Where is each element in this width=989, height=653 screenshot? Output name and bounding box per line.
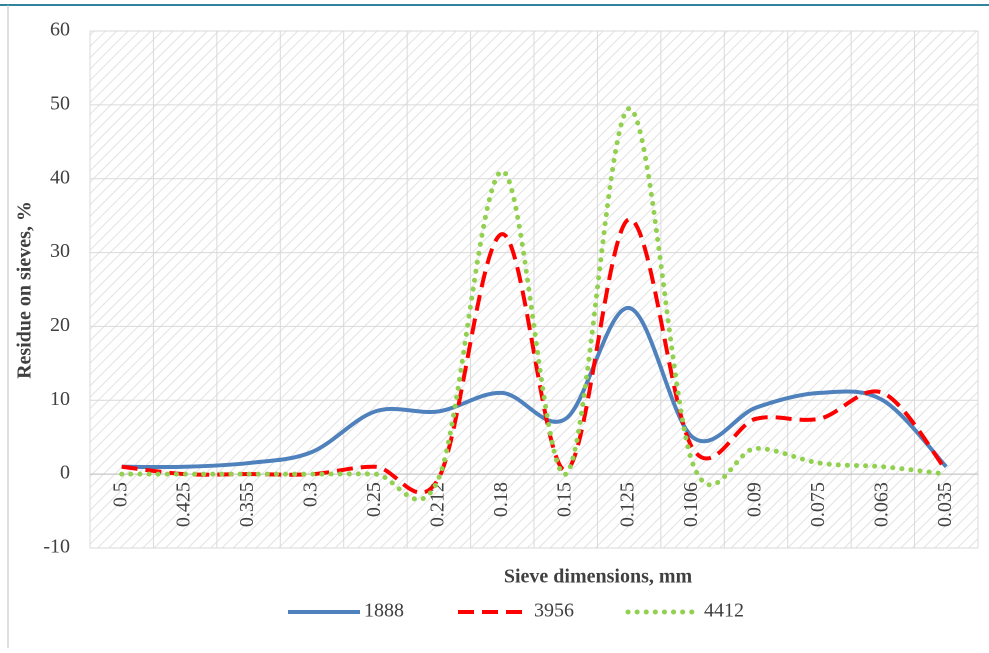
x-tick-label: 0.09 [744, 482, 766, 517]
x-tick-label: 0.063 [870, 482, 892, 527]
x-tick-label: 0.25 [363, 482, 385, 517]
y-tick-label: 20 [50, 314, 70, 336]
series-line [121, 305, 948, 470]
x-tick-label: 0.15 [553, 482, 575, 517]
x-tick-label: 0.18 [490, 482, 512, 517]
y-tick-label: 10 [50, 388, 70, 410]
x-tick-label: 0.355 [236, 482, 258, 527]
x-tick-label: 0.425 [173, 482, 195, 527]
x-tick-label: 0.5 [109, 482, 131, 507]
y-tick-label: -10 [43, 536, 70, 558]
x-tick-label: 0.3 [300, 482, 322, 507]
x-tick-label: 0.106 [680, 482, 702, 527]
legend-label: 1888 [364, 600, 404, 622]
y-tick-label: 50 [50, 92, 70, 114]
x-tick-label: 0.075 [807, 482, 829, 527]
y-tick-label: 40 [50, 166, 70, 188]
x-tick-label: 0.125 [617, 482, 639, 527]
series-line [119, 106, 949, 502]
legend-label: 4412 [704, 600, 744, 622]
y-axis-title: Residue on sieves, % [14, 201, 36, 379]
x-tick-label: 0.035 [934, 482, 956, 527]
x-axis-title: Sieve dimensions, mm [504, 566, 693, 588]
y-tick-label: 30 [50, 240, 70, 262]
y-tick-label: 0 [60, 462, 70, 484]
legend-label: 3956 [534, 600, 574, 622]
y-tick-label: 60 [50, 19, 70, 41]
